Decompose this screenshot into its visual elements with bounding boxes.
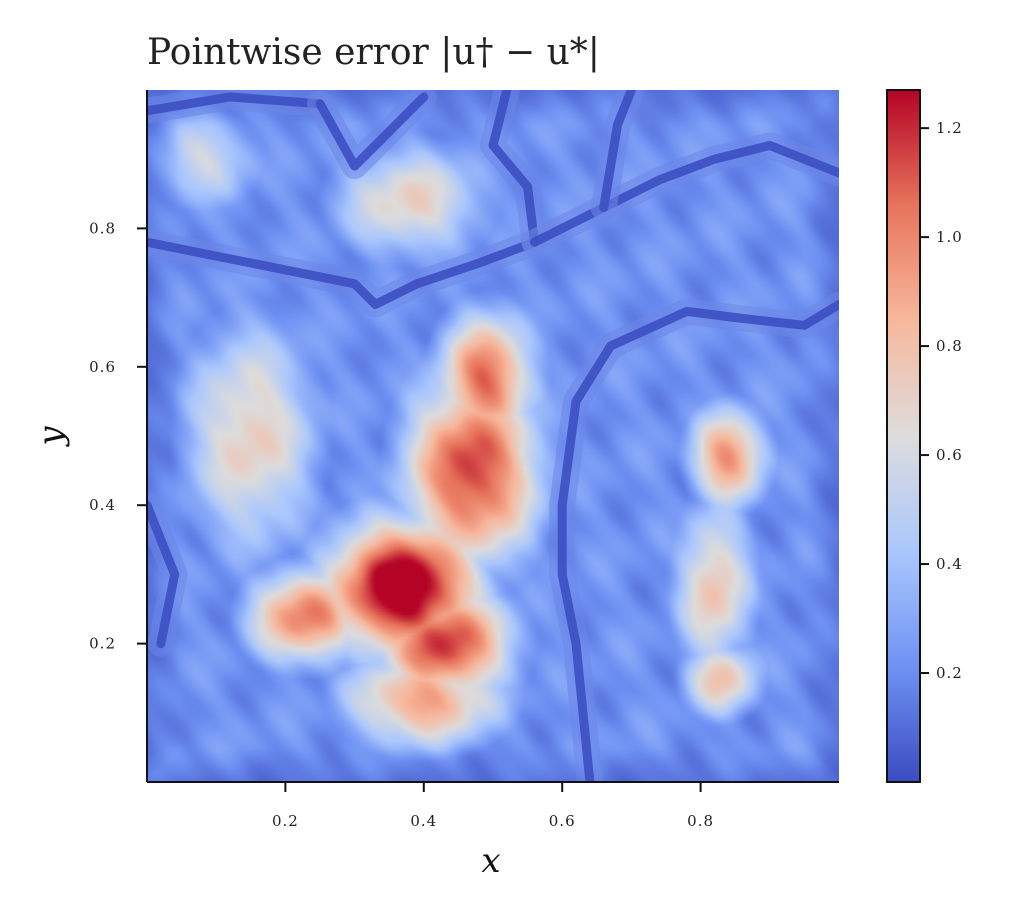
x-axis-label: x bbox=[481, 841, 500, 881]
colorbar-tick-label: 1.2 bbox=[936, 119, 963, 137]
colorbar-tick-label: 0.8 bbox=[936, 337, 963, 355]
valley-line-7 bbox=[147, 500, 180, 649]
error-valleys bbox=[147, 90, 839, 782]
x-tick-label: 0.6 bbox=[549, 812, 576, 830]
y-axis-ticks: 0.2 0.4 0.6 0.8 bbox=[89, 219, 147, 653]
colorbar-tick-label: 0.6 bbox=[936, 446, 963, 464]
x-tick-label: 0.8 bbox=[687, 812, 714, 830]
colorbar-gradient bbox=[886, 89, 921, 783]
heatmap-image bbox=[147, 90, 839, 782]
y-tick-label: 0.4 bbox=[89, 496, 116, 514]
y-tick-label: 0.8 bbox=[89, 219, 116, 237]
colorbar: 0.2 0.4 0.6 0.8 1.0 1.2 bbox=[886, 89, 963, 783]
valley-line-1 bbox=[488, 90, 539, 247]
valley-line-6 bbox=[557, 300, 839, 782]
y-tick-label: 0.6 bbox=[89, 358, 116, 376]
colorbar-tick-label: 1.0 bbox=[936, 228, 963, 246]
x-tick-label: 0.2 bbox=[272, 812, 299, 830]
x-axis-ticks: 0.2 0.4 0.6 0.8 bbox=[272, 782, 714, 830]
valley-line-3 bbox=[315, 92, 429, 171]
valley-line-2 bbox=[147, 92, 325, 116]
valley-line-0 bbox=[147, 237, 539, 309]
y-tick-label: 0.2 bbox=[89, 635, 116, 653]
valley-line-5 bbox=[599, 90, 636, 213]
colorbar-tick-label: 0.4 bbox=[936, 555, 963, 573]
colorbar-ticks: 0.2 0.4 0.6 0.8 1.0 1.2 bbox=[920, 119, 963, 682]
y-axis-label: y bbox=[31, 426, 71, 448]
chart-title: Pointwise error |u† − u*| bbox=[147, 32, 600, 73]
colorbar-tick-label: 0.2 bbox=[936, 664, 963, 682]
x-tick-label: 0.4 bbox=[410, 812, 437, 830]
plot-area bbox=[146, 90, 839, 783]
